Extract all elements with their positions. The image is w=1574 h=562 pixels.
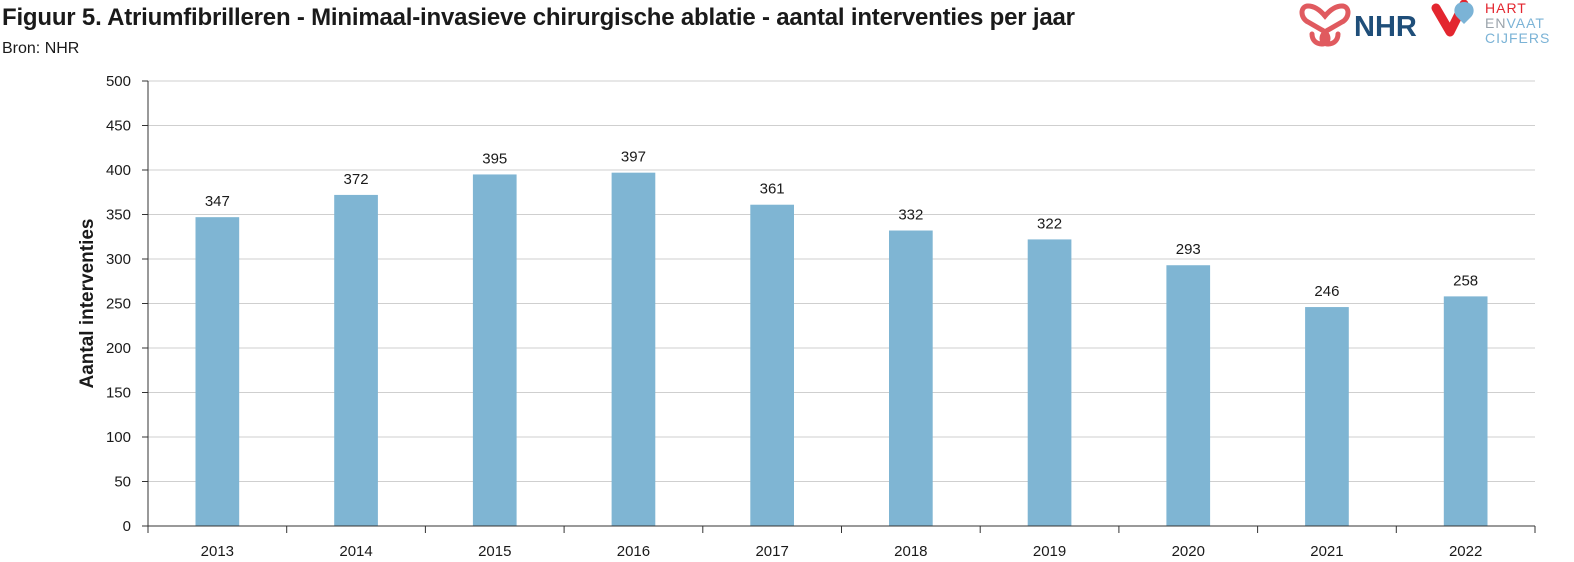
bar-2015	[472, 174, 517, 526]
x-tick-label-2018: 2018	[894, 543, 927, 560]
bar-2014	[334, 194, 378, 527]
data-label-2013: 347	[205, 193, 230, 210]
logo-word-vaat: VAAT	[1506, 15, 1545, 31]
y-tick-label: 100	[106, 429, 131, 446]
chart-title: Figuur 5. Atriumfibrilleren - Minimaal-i…	[2, 4, 1075, 31]
y-tick-label: 250	[106, 296, 131, 313]
bar-2013	[195, 217, 240, 527]
x-tick-label-2020: 2020	[1172, 543, 1205, 560]
y-tick-label: 350	[106, 207, 131, 224]
bar-2016	[611, 172, 656, 527]
bars	[195, 172, 1488, 527]
y-tick-label: 200	[106, 340, 131, 357]
data-label-2020: 293	[1176, 241, 1201, 258]
x-tick-label-2015: 2015	[478, 543, 511, 560]
x-tick-label-2016: 2016	[617, 543, 650, 560]
bar-2019	[1027, 239, 1072, 527]
data-label-2015: 395	[482, 150, 507, 167]
nhr-logo: NHR	[1299, 3, 1417, 47]
drop-icon	[1454, 2, 1474, 24]
x-tick-label-2021: 2021	[1310, 543, 1343, 560]
source-note: Bron: NHR	[2, 40, 80, 57]
x-tick-label-2017: 2017	[755, 543, 788, 560]
data-label-2021: 246	[1314, 283, 1339, 300]
bar-2018	[889, 230, 933, 526]
x-tick-label-2022: 2022	[1449, 543, 1482, 560]
y-axis-label: Aantal interventies	[77, 219, 98, 389]
data-label-2017: 361	[760, 181, 785, 198]
bar-2022	[1443, 296, 1488, 526]
data-label-2014: 372	[344, 171, 369, 188]
x-axis: 2013 2014 2015 2016 2017 2018 2019 2020 2021 2022	[147, 81, 1536, 560]
y-tick-label: 150	[106, 385, 131, 402]
logo-line-hart: HART	[1485, 0, 1527, 16]
gridlines	[148, 80, 1535, 482]
nhr-wordmark: NHR	[1354, 11, 1417, 43]
x-tick-label-2013: 2013	[201, 543, 234, 560]
x-tick-label-2019: 2019	[1033, 543, 1066, 560]
bar-2020	[1166, 265, 1211, 526]
y-axis-ticks: 0 50 100 150 200 250 300 350 400 450 500	[106, 73, 148, 535]
logos: NHR HART ENVAAT CIJFERS	[1299, 0, 1550, 47]
nhr-mark-icon	[1299, 3, 1351, 47]
y-tick-label: 50	[114, 474, 131, 491]
logo-word-en: EN	[1485, 15, 1506, 31]
y-tick-label: 500	[106, 73, 131, 90]
y-tick-label: 0	[123, 518, 131, 535]
x-tick-label-2014: 2014	[339, 543, 372, 560]
y-tick-label: 400	[106, 162, 131, 179]
bar-2021	[1305, 307, 1349, 526]
y-tick-label: 300	[106, 251, 131, 268]
data-label-2016: 397	[621, 149, 646, 166]
data-labels: 347 372 395 397 361 332 322 293 246 258	[205, 149, 1478, 300]
data-label-2022: 258	[1453, 272, 1478, 289]
y-tick-label: 450	[106, 118, 131, 135]
data-label-2018: 332	[898, 207, 923, 224]
hart-en-vaat-cijfers-logo: HART ENVAAT CIJFERS	[1431, 0, 1550, 46]
data-label-2019: 322	[1037, 215, 1062, 232]
bar-2017	[750, 204, 794, 526]
logo-line-en-vaat: ENVAAT	[1485, 15, 1545, 31]
logo-line-cijfers: CIJFERS	[1485, 30, 1550, 46]
